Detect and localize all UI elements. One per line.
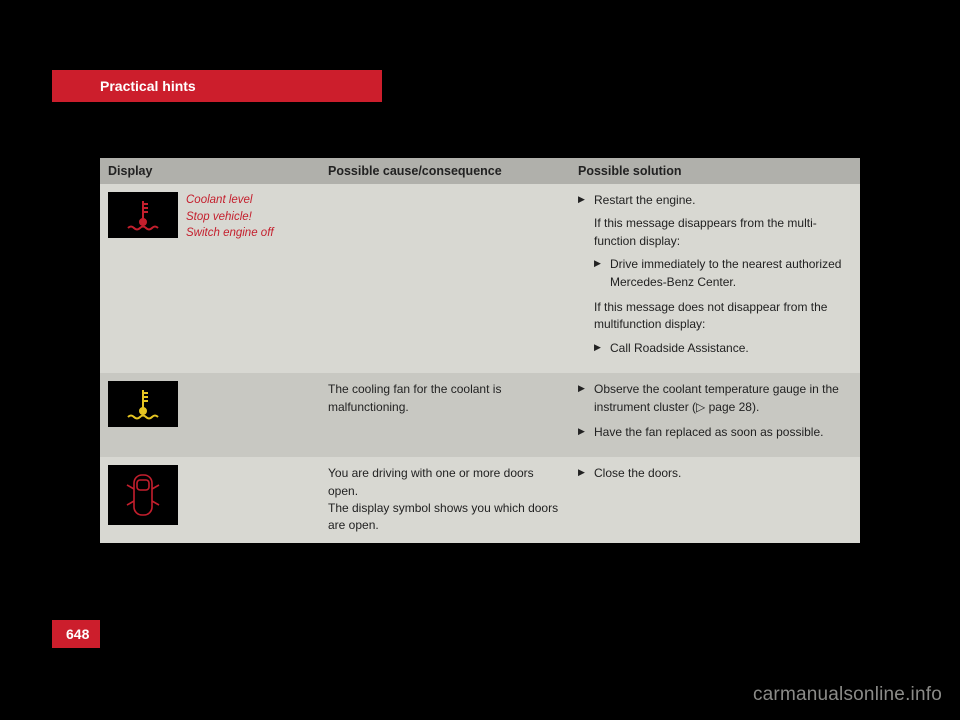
cell-cause: The cooling fan for the coolant is malfu… — [320, 373, 570, 457]
page-number: 648 — [66, 626, 89, 642]
cell-solution: Close the doors. — [570, 457, 860, 543]
solution-item: Have the fan replaced as soon as possibl… — [578, 424, 852, 441]
cell-solution: Restart the engine. If this message disa… — [570, 184, 860, 373]
hints-table: Display Possible cause/consequence Possi… — [100, 158, 860, 543]
page-number-tab: 648 — [52, 620, 100, 648]
table-header-row: Display Possible cause/consequence Possi… — [100, 158, 860, 184]
msg-line: Switch engine off — [186, 225, 274, 242]
cell-cause: You are driving with one or more doors o… — [320, 457, 570, 543]
display-message: Coolant level Stop vehicle! Switch engin… — [186, 192, 274, 242]
col-header-display: Display — [100, 158, 320, 184]
solution-item: Observe the coolant temperature gauge in… — [578, 381, 852, 416]
cell-display — [100, 457, 320, 543]
coolant-temp-yellow-icon — [108, 381, 178, 427]
manual-page: Practical hints Display Possible cause/c… — [0, 0, 960, 720]
table-row: Coolant level Stop vehicle! Switch engin… — [100, 184, 860, 373]
col-header-cause: Possible cause/consequence — [320, 158, 570, 184]
solution-text: Restart the engine. — [594, 193, 695, 207]
cell-solution: Observe the coolant temperature gauge in… — [570, 373, 860, 457]
solution-item: Restart the engine. If this message disa… — [578, 192, 852, 357]
cell-cause — [320, 184, 570, 373]
msg-line: Coolant level — [186, 192, 274, 209]
solution-item: Close the doors. — [578, 465, 852, 482]
col-header-solution: Possible solution — [570, 158, 860, 184]
door-open-red-icon — [108, 465, 178, 525]
table-row: You are driving with one or more doors o… — [100, 457, 860, 543]
solution-note: If this message does not disappear from … — [594, 299, 852, 334]
watermark: carmanualsonline.info — [753, 684, 942, 706]
msg-line: Stop vehicle! — [186, 209, 274, 226]
coolant-temp-red-icon — [108, 192, 178, 238]
solution-subitem: Drive immediately to the nearest authori… — [594, 256, 852, 291]
cell-display — [100, 373, 320, 457]
section-tab: Practical hints — [52, 70, 382, 102]
cell-display: Coolant level Stop vehicle! Switch engin… — [100, 184, 320, 373]
table-row: The cooling fan for the coolant is malfu… — [100, 373, 860, 457]
solution-subitem: Call Roadside Assistance. — [594, 340, 852, 357]
section-title: Practical hints — [100, 78, 196, 94]
solution-note: If this message disappears from the mult… — [594, 215, 852, 250]
